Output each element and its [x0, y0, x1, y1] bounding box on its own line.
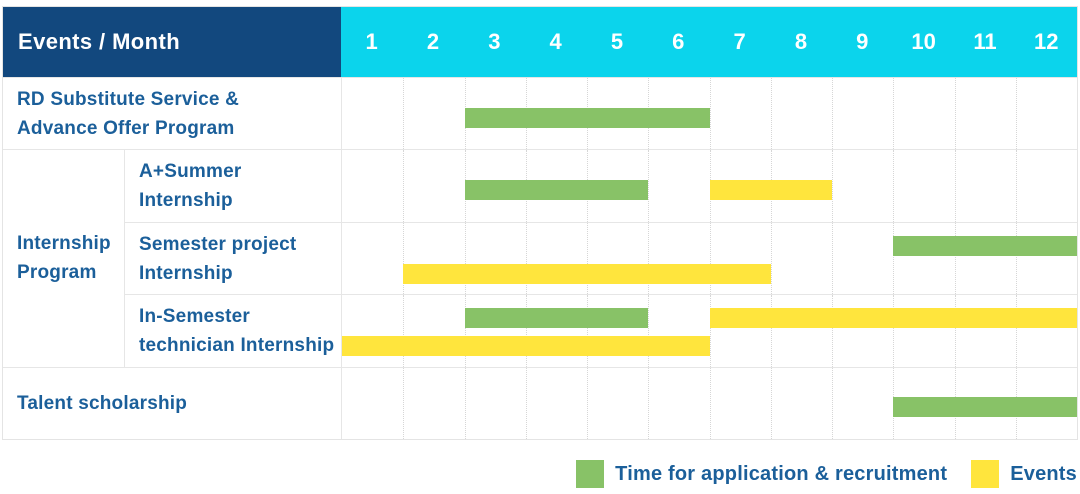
month-gridline	[648, 150, 650, 222]
month-gridline	[893, 295, 895, 367]
gantt-row: RD Substitute Service & Advance Offer Pro…	[3, 77, 1077, 150]
month-gridline	[464, 367, 466, 440]
month-label: 5	[610, 29, 624, 54]
month-label: 4	[549, 29, 562, 54]
month-gridline	[832, 78, 833, 150]
gantt-track	[341, 78, 1077, 150]
row-label: Talent scholarship	[17, 392, 188, 414]
gantt-bar-events	[403, 263, 771, 284]
month-gridline	[587, 222, 588, 295]
gantt-row: Semester project Internship	[3, 221, 1077, 295]
gantt-track	[341, 295, 1077, 367]
gantt-row: Talent scholarship	[3, 366, 1077, 440]
month-gridline	[832, 367, 833, 440]
table-header-row: Events / Month 1 2 3 4 5 6 7 8 9 10 11 12	[3, 7, 1077, 77]
month-gridline	[525, 367, 527, 440]
row-label: A+Summer Internship	[139, 161, 242, 212]
month-gridline	[954, 295, 956, 367]
month-gridline	[893, 78, 895, 150]
month-label: 7	[733, 29, 746, 54]
yellow-swatch-icon	[971, 460, 1000, 488]
month-gridline	[648, 222, 650, 295]
month-label: 11	[973, 29, 997, 54]
month-gridline	[893, 222, 895, 295]
month-gridline	[954, 78, 956, 150]
month-gridline	[1015, 295, 1017, 367]
row-label: Semester project Internship	[139, 233, 297, 284]
gantt-bar-events	[342, 336, 710, 357]
month-gridline	[770, 78, 772, 150]
month-gridline	[403, 295, 405, 367]
month-label: 3	[488, 29, 501, 54]
month-gridline	[525, 295, 527, 367]
gantt-table: Events / Month 1 2 3 4 5 6 7 8 9 10 11 12 RD Substi…	[2, 6, 1078, 440]
gantt-row: In-Semester technician Internship	[3, 294, 1077, 367]
month-header-strip: 1 2 3 4 5 6 7 8 9 10 11 12	[341, 7, 1077, 77]
gantt-row: A+Summer Internship	[3, 149, 1077, 222]
month-label: 2	[426, 29, 440, 54]
month-gridline	[770, 295, 772, 367]
gantt-bar-application	[464, 180, 649, 201]
month-gridline	[464, 222, 466, 295]
month-gridline	[709, 222, 711, 295]
gantt-bar-events	[709, 308, 1077, 329]
month-gridline	[648, 295, 650, 367]
gantt-bar-application	[464, 308, 649, 329]
month-gridline	[403, 222, 405, 295]
month-gridline	[1015, 78, 1017, 150]
month-gridline	[403, 367, 405, 440]
gantt-bar-application	[464, 107, 710, 128]
month-label: 9	[856, 29, 869, 54]
month-gridline	[403, 78, 405, 150]
month-gridline	[832, 150, 833, 222]
month-gridline	[893, 150, 895, 222]
gantt-track	[341, 150, 1077, 222]
month-gridline	[403, 150, 405, 222]
gantt-bar-application	[893, 235, 1077, 256]
legend: Time for application & recruitment Event…	[576, 456, 1077, 492]
month-label: 10	[911, 29, 936, 54]
row-label: In-Semester technician Internship	[139, 305, 335, 356]
gantt-track	[341, 367, 1077, 440]
month-gridline	[954, 150, 956, 222]
month-label: 12	[1034, 29, 1059, 54]
month-gridline	[587, 367, 588, 440]
gantt-bar-events	[709, 180, 832, 201]
month-gridline	[770, 222, 772, 295]
month-gridline	[464, 295, 466, 367]
group-label-internship-program: Internship Program	[3, 150, 125, 367]
legend-item-application: Time for application & recruitment	[576, 460, 947, 488]
month-gridline	[770, 367, 772, 440]
month-gridline	[587, 295, 588, 367]
green-swatch-icon	[576, 460, 605, 488]
month-gridline	[1015, 150, 1017, 222]
month-gridline	[709, 295, 711, 367]
month-gridline	[648, 367, 650, 440]
month-gridline	[954, 222, 956, 295]
month-gridline	[832, 222, 833, 295]
month-gridline	[709, 78, 711, 150]
row-label: RD Substitute Service & Advance Offer Pro…	[17, 88, 240, 139]
events-month-header: Events / Month	[3, 7, 341, 77]
month-gridline	[832, 295, 833, 367]
legend-item-events: Events	[971, 460, 1077, 488]
month-gridline	[1015, 222, 1017, 295]
month-label: 1	[365, 29, 378, 54]
month-label: 6	[672, 29, 685, 54]
legend-label-events: Events	[1010, 462, 1077, 485]
gantt-track	[341, 222, 1077, 295]
month-label: 8	[794, 29, 808, 54]
legend-label-application: Time for application & recruitment	[615, 462, 948, 485]
month-gridline	[525, 222, 527, 295]
gantt-body: RD Substitute Service & Advance Offer Pro…	[3, 77, 1077, 440]
gantt-bar-application	[893, 397, 1077, 418]
month-gridline	[709, 367, 711, 440]
